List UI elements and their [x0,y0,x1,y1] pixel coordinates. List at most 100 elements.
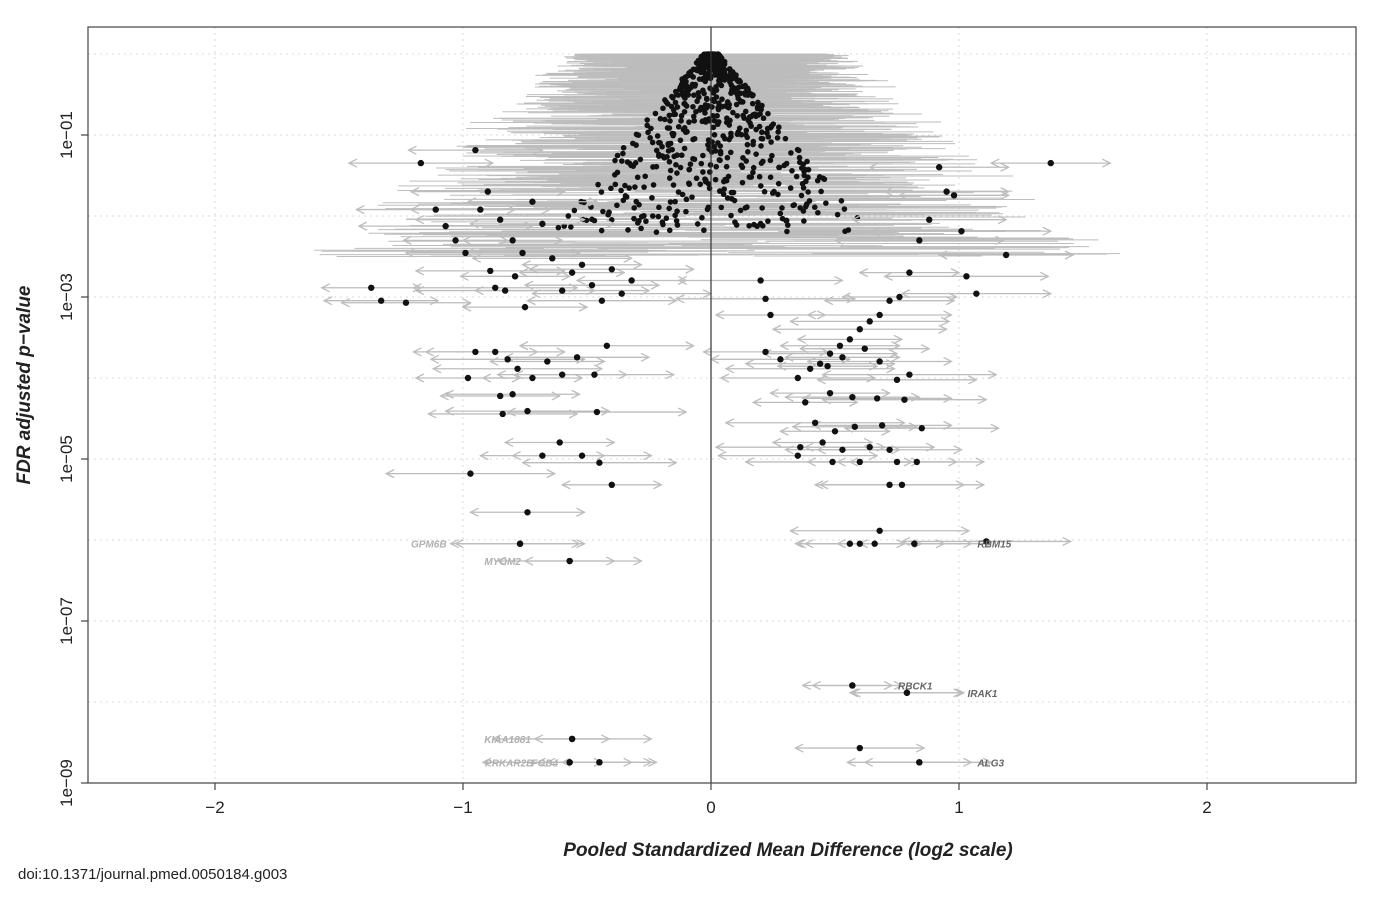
data-point [492,284,499,291]
data-point [871,540,878,547]
background-point [758,106,764,113]
background-point [712,176,719,183]
background-point [776,124,782,131]
background-point [777,210,784,217]
background-point [649,213,656,219]
data-point [608,481,615,489]
background-point [664,154,670,160]
background-point [703,95,710,102]
background-point [667,118,673,124]
y-axis-label: FDR adjusted p−value [14,285,35,484]
data-point [816,360,824,367]
background-point [750,111,757,118]
data-point [628,277,635,284]
background-point [771,188,777,195]
confidence-intervals [322,150,1111,762]
background-point [731,197,738,204]
background-point [750,138,757,145]
background-point [743,127,750,134]
data-point [598,297,606,304]
data-point [593,408,601,416]
background-point [663,215,670,222]
background-point [719,103,725,110]
x-tick-label: −2 [205,798,224,817]
background-point [767,157,774,164]
background-point [678,152,685,159]
background-point [614,202,620,209]
gene-label: GPM6B [411,540,447,551]
background-point [632,184,638,190]
background-point [649,139,656,146]
data-point [819,439,826,446]
data-point [896,293,903,301]
background-point [691,135,698,142]
background-point [598,227,605,234]
background-point [638,213,645,220]
data-point [893,458,901,466]
background-point [667,167,674,174]
data-point [539,452,546,459]
background-point [678,118,684,124]
x-tick-label: 2 [1202,798,1211,817]
background-point [728,212,734,219]
data-point [866,318,873,325]
background-point [744,204,750,210]
background-point [565,213,572,219]
background-point [631,215,637,222]
background-point [674,104,681,110]
data-point [963,273,970,280]
data-point [906,269,913,276]
data-points [368,146,1054,766]
background-point [800,185,807,191]
background-point [653,163,660,170]
data-point [544,358,551,365]
gene-point [903,689,911,696]
data-point [519,249,526,257]
background-point [765,218,771,224]
background-point [670,94,676,101]
background-point [622,193,629,199]
background-point [784,228,790,235]
background-point [622,182,628,189]
data-point [762,295,769,303]
background-point [614,152,621,159]
background-point [677,164,684,171]
gene-label: FGD4 [532,758,559,769]
background-point [693,175,700,182]
background-point [716,188,723,194]
background-point [768,139,774,145]
background-point [657,115,664,122]
background-point [759,205,765,211]
data-point [1047,159,1054,167]
background-point [598,189,605,195]
data-point [472,146,479,154]
data-point [618,290,625,297]
grid-lines [88,27,1356,784]
background-point [737,207,744,214]
data-point [524,407,531,415]
background-point [729,76,735,82]
background-point [748,123,754,129]
data-point [876,527,883,534]
data-point [511,273,519,280]
background-point [706,169,713,175]
background-point [728,130,734,137]
gene-point [849,682,856,689]
background-point [626,185,632,191]
y-tick-label: 1e−05 [57,435,76,483]
background-point [701,66,708,72]
background-point [710,113,716,119]
background-point [718,204,725,211]
background-point [642,173,648,180]
background-point [755,99,761,106]
background-point [713,163,720,170]
background-point [838,198,845,204]
background-point [686,119,692,125]
background-point [648,125,654,132]
background-point [742,131,749,138]
background-point [739,179,746,186]
y-tick-label: 1e−03 [57,273,76,321]
background-point [645,129,651,136]
x-axis-label: Pooled Standardized Mean Difference (log… [563,840,1012,861]
background-point [620,150,626,157]
